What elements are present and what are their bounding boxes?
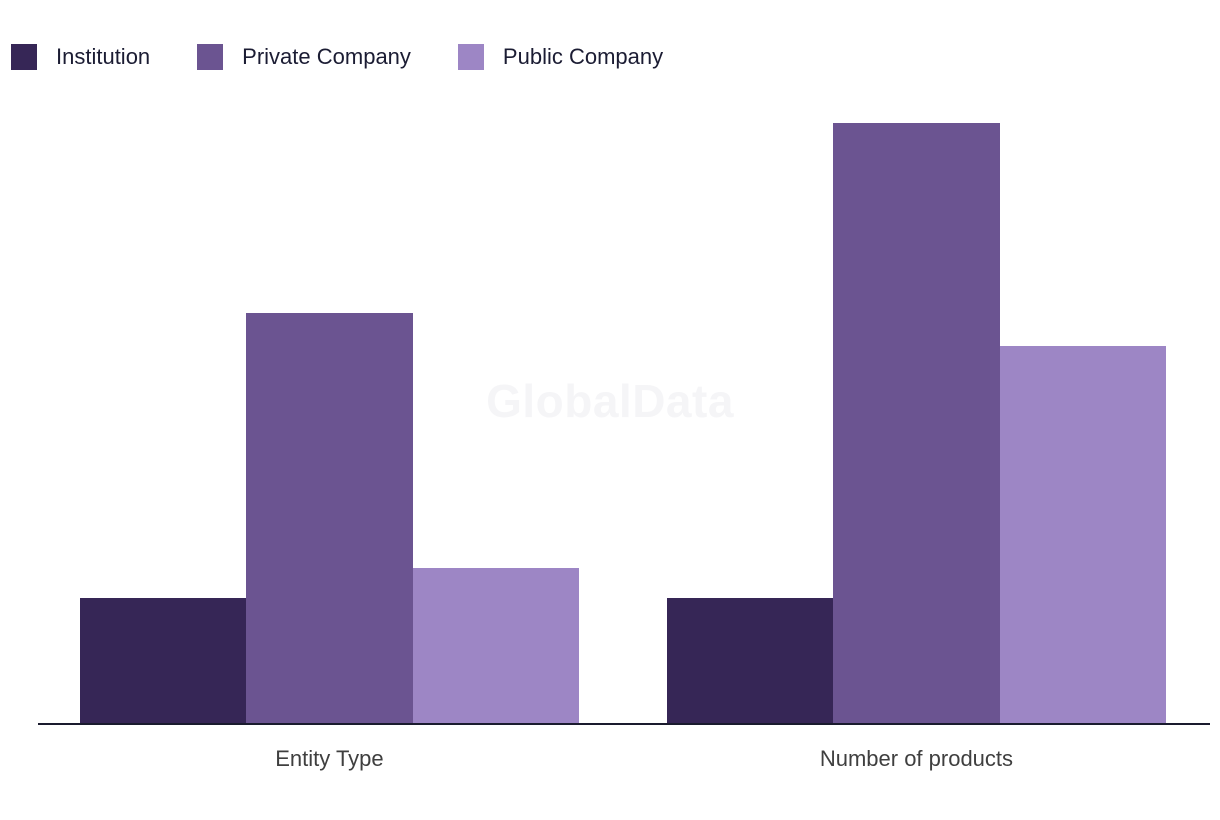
legend-label: Private Company [242, 44, 411, 69]
plot-area: Entity Type Number of products [38, 98, 1210, 771]
legend: Institution Private Company Public Compa… [11, 44, 663, 70]
legend-label: Public Company [502, 44, 664, 69]
bar-private-company-number-of-products[interactable] [833, 123, 1000, 723]
legend-item-public-company[interactable]: Public Company [457, 44, 664, 70]
category-label-number-of-products: Number of products [819, 746, 1014, 771]
legend-label: Institution [56, 44, 151, 69]
legend-swatch [11, 44, 37, 70]
bar-public-company-number-of-products[interactable] [999, 346, 1166, 723]
legend-item-institution[interactable]: Institution [11, 44, 150, 70]
legend-swatch [197, 44, 224, 70]
bar-public-company-entity-type[interactable] [412, 568, 579, 723]
bar-private-company-entity-type[interactable] [246, 313, 413, 723]
bar-institution-entity-type[interactable] [80, 598, 247, 723]
legend-item-private-company[interactable]: Private Company [197, 44, 411, 70]
bar-institution-number-of-products[interactable] [667, 598, 834, 723]
category-label-entity-type: Entity Type [275, 746, 384, 771]
x-axis-line [38, 723, 1210, 725]
legend-swatch [457, 44, 484, 70]
